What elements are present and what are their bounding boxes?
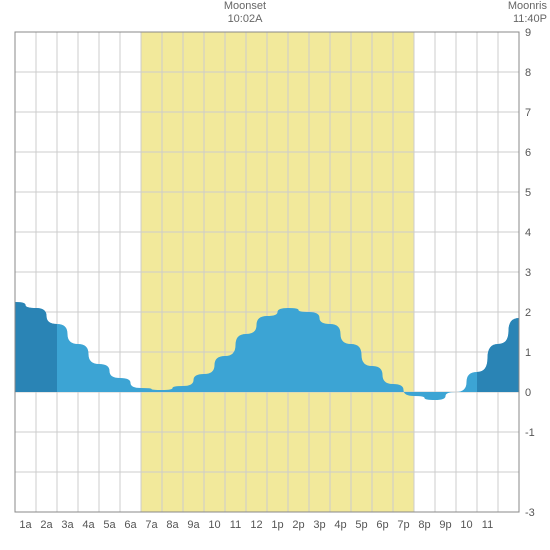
- svg-text:5p: 5p: [355, 519, 367, 531]
- svg-text:2a: 2a: [40, 519, 53, 531]
- moonrise-label: Moonris 11:40P: [457, 0, 547, 26]
- svg-text:3a: 3a: [61, 519, 74, 531]
- svg-text:1p: 1p: [271, 519, 283, 531]
- svg-text:9: 9: [525, 27, 531, 39]
- svg-text:4: 4: [525, 227, 531, 239]
- svg-text:5: 5: [525, 187, 531, 199]
- svg-text:6p: 6p: [376, 519, 388, 531]
- svg-text:3p: 3p: [313, 519, 325, 531]
- svg-text:2: 2: [525, 307, 531, 319]
- svg-text:9a: 9a: [187, 519, 200, 531]
- svg-text:-3: -3: [525, 507, 535, 519]
- svg-text:4p: 4p: [334, 519, 346, 531]
- moonset-label: Moonset 10:02A: [195, 0, 295, 26]
- chart-svg: -3-101234567891a2a3a4a5a6a7a8a9a1011121p…: [0, 0, 550, 550]
- svg-text:6: 6: [525, 147, 531, 159]
- svg-text:10: 10: [208, 519, 220, 531]
- moonset-time: 10:02A: [228, 13, 263, 25]
- svg-text:3: 3: [525, 267, 531, 279]
- svg-text:4a: 4a: [82, 519, 95, 531]
- svg-text:12: 12: [250, 519, 262, 531]
- svg-text:-1: -1: [525, 427, 535, 439]
- svg-text:10: 10: [460, 519, 472, 531]
- tide-chart: Moonset 10:02A Moonris 11:40P -3-1012345…: [0, 0, 550, 550]
- svg-text:1: 1: [525, 347, 531, 359]
- svg-text:9p: 9p: [439, 519, 451, 531]
- svg-text:8a: 8a: [166, 519, 179, 531]
- svg-text:5a: 5a: [103, 519, 116, 531]
- svg-text:6a: 6a: [124, 519, 137, 531]
- moonrise-time: 11:40P: [513, 13, 547, 25]
- svg-text:2p: 2p: [292, 519, 304, 531]
- svg-text:0: 0: [525, 387, 531, 399]
- svg-text:11: 11: [230, 519, 241, 531]
- svg-text:7a: 7a: [145, 519, 158, 531]
- svg-text:7p: 7p: [397, 519, 409, 531]
- svg-text:8: 8: [525, 67, 531, 79]
- moonrise-title: Moonris: [508, 0, 547, 12]
- svg-text:7: 7: [525, 107, 531, 119]
- svg-text:8p: 8p: [418, 519, 430, 531]
- moonset-title: Moonset: [224, 0, 266, 12]
- svg-text:11: 11: [482, 519, 493, 531]
- svg-text:1a: 1a: [19, 519, 32, 531]
